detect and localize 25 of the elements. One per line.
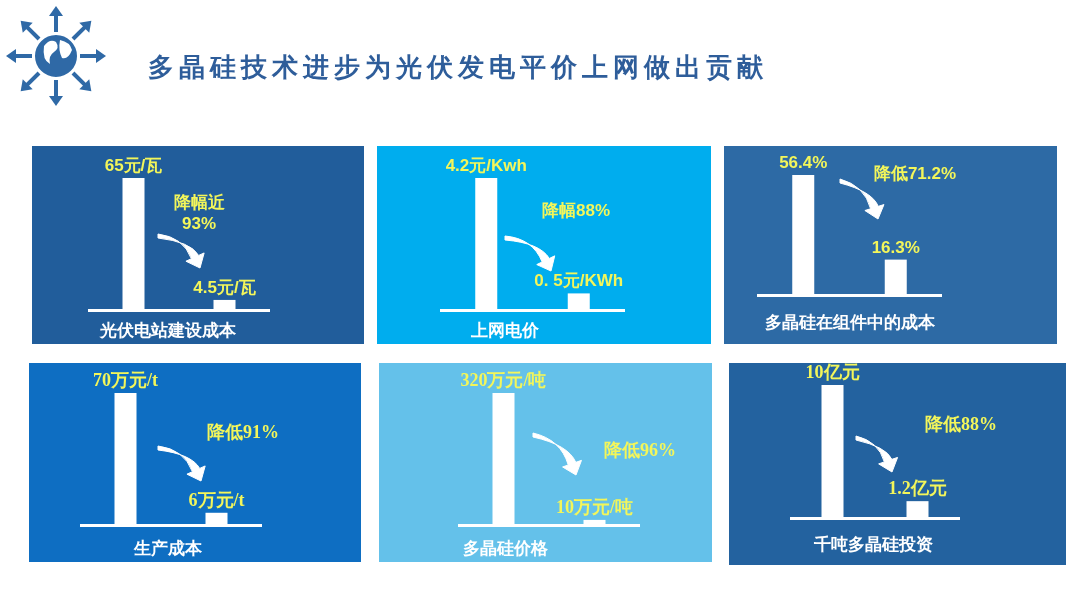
data-label: 16.3% xyxy=(871,237,920,257)
annotation: 降低96% xyxy=(604,440,676,460)
data-label: 4.5元/瓦 xyxy=(193,277,256,297)
data-label: 320万元/吨 xyxy=(460,370,547,390)
data-label: 70万元/t xyxy=(93,370,158,390)
data-label: 56.4% xyxy=(779,153,828,172)
x-axis-title: 上网电价 xyxy=(471,321,539,340)
data-label: 1.2亿元 xyxy=(888,478,947,499)
title: 多晶硅技术进步为光伏发电平价上网做出贡献 xyxy=(148,53,768,82)
data-label: 10万元/吨 xyxy=(556,496,633,517)
annotation: 降低88% xyxy=(925,414,997,434)
data-label: 10亿元 xyxy=(805,362,860,382)
annotation: 降幅近93% xyxy=(173,193,225,233)
data-label: 65元/瓦 xyxy=(104,156,163,175)
data-label: 6万元/t xyxy=(188,489,245,510)
x-axis-title: 多晶硅在组件中的成本 xyxy=(765,313,935,332)
data-label: 4.2元/Kwh xyxy=(445,156,527,175)
x-axis-title: 生产成本 xyxy=(134,539,202,558)
x-axis-title: 多晶硅价格 xyxy=(462,539,548,558)
x-axis-title: 光伏电站建设成本 xyxy=(100,321,236,340)
data-label: 0. 5元/KWh xyxy=(534,271,624,291)
annotation: 降低91% xyxy=(207,422,279,442)
x-axis-title: 千吨多晶硅投资 xyxy=(813,535,933,554)
annotation: 降幅88% xyxy=(542,201,610,220)
annotation: 降低71.2% xyxy=(873,164,957,183)
